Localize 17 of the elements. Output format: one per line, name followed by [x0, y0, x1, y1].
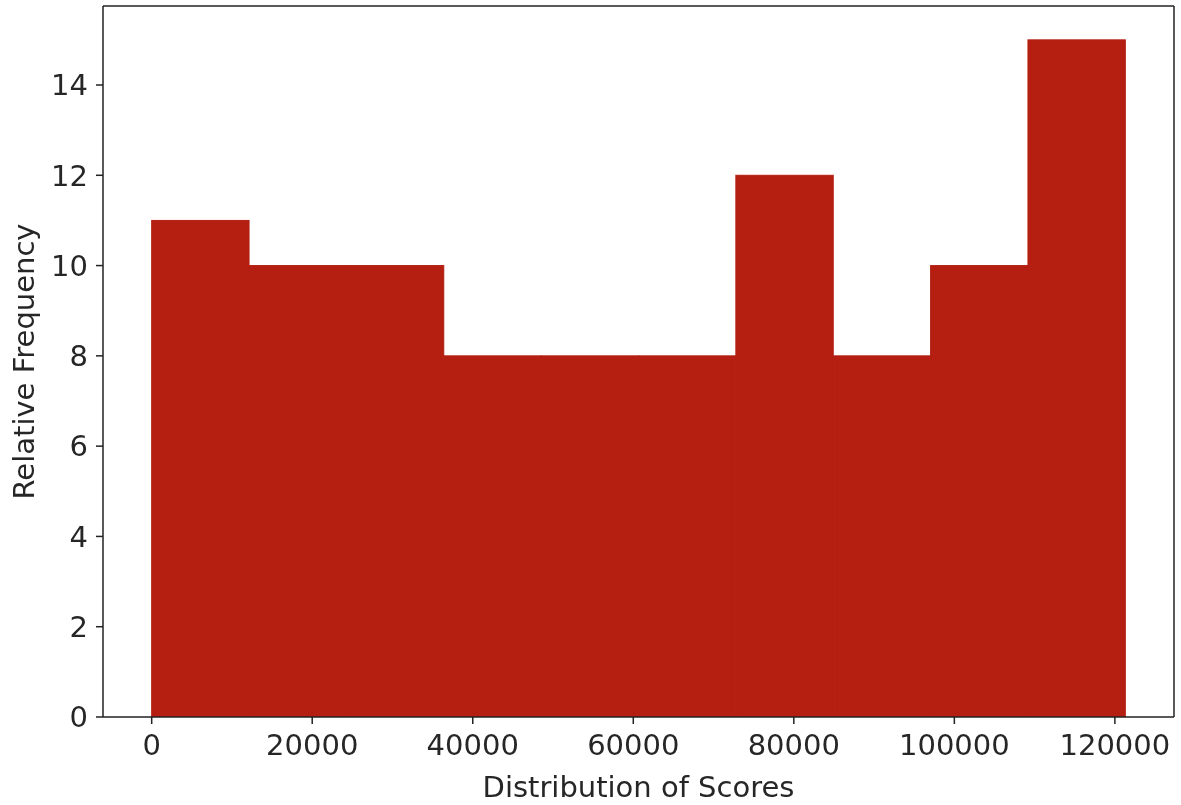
y-tick-label: 14 — [51, 68, 88, 103]
x-tick-label: 80000 — [747, 727, 840, 762]
x-tick-label: 120000 — [1059, 727, 1171, 762]
x-tick-label: 60000 — [587, 727, 680, 762]
y-tick-label: 10 — [51, 248, 88, 283]
y-axis-title: Relative Frequency — [7, 223, 41, 500]
y-tick-label: 12 — [51, 158, 88, 193]
x-axis-title: Distribution of Scores — [482, 770, 795, 804]
x-tick-label: 40000 — [426, 727, 519, 762]
y-tick-label: 0 — [69, 700, 88, 735]
x-tick-label: 100000 — [898, 727, 1010, 762]
y-tick-label: 6 — [69, 429, 88, 464]
y-tick-label: 4 — [69, 519, 88, 554]
y-tick-label: 2 — [69, 610, 88, 645]
x-tick-label: 20000 — [266, 727, 359, 762]
y-tick-label: 8 — [69, 339, 88, 374]
x-tick-label: 0 — [142, 727, 161, 762]
